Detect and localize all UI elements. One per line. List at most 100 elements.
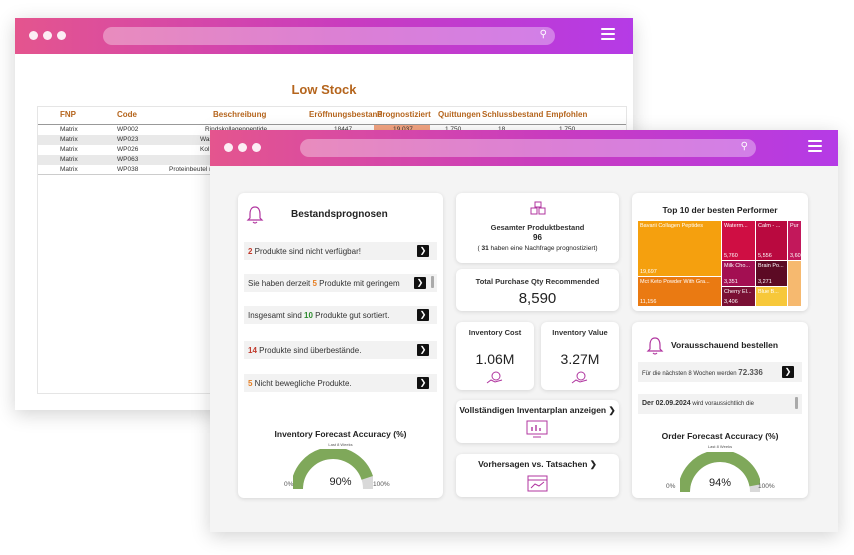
chevron-right-icon[interactable]: ❯ <box>417 377 429 389</box>
cell: Matrix <box>60 146 78 153</box>
gauge-fill <box>293 449 373 490</box>
scrollbar[interactable] <box>795 397 798 409</box>
alert-row[interactable]: Sie haben derzeit 5 Produkte mit geringe… <box>244 274 437 292</box>
close-dot[interactable] <box>224 143 233 152</box>
treemap-label: Waterm... <box>724 223 748 229</box>
alert-count: 5 <box>248 379 253 388</box>
alert-row[interactable]: Der 02.09.2024 wird voraussichtlich die <box>638 394 802 414</box>
inventory-plan-link[interactable]: Vollständigen Inventarplan anzeigen ❯ <box>456 400 619 443</box>
kpi-title: Inventory Value <box>552 328 608 337</box>
gauge-max-label: 100% <box>373 481 390 488</box>
alert-row[interactable]: Für die nächsten 8 Wochen werden 72.336 … <box>638 362 802 382</box>
alert-text: Für die nächsten 8 Wochen werden <box>642 371 737 377</box>
col-header[interactable]: FNP <box>60 110 76 119</box>
alert-row[interactable]: 14 Produkte sind überbestände. ❯ <box>244 341 437 359</box>
table-row[interactable]: Matrix WP026 Kol <box>38 145 626 155</box>
search-icon: ⚲ <box>539 29 547 40</box>
kpi-value: 96 <box>533 233 542 242</box>
alert-count: 5 <box>312 279 317 288</box>
cell: Matrix <box>60 136 78 143</box>
table-header: FNP Code Beschreibung Eröffnungsbestand … <box>38 107 626 125</box>
alert-text: Sie haben derzeit <box>248 279 313 288</box>
cell: WP063 <box>117 156 139 163</box>
col-header[interactable]: Schlussbestand <box>482 110 544 119</box>
treemap-cell[interactable]: Mct Keto Powder With Gra... 11,156 <box>638 277 721 306</box>
boxes-icon <box>530 201 546 215</box>
kpi-title: Inventory Cost <box>468 328 522 337</box>
hamburger-menu-icon[interactable] <box>808 140 822 152</box>
cell: Was <box>200 136 213 143</box>
treemap-value: 11,156 <box>640 299 657 305</box>
treemap-cell[interactable]: Milk Cho... 3,351 <box>722 261 755 286</box>
treemap-cell[interactable]: Bavarii Collagen Peptides 19,697 <box>638 221 721 276</box>
forecast-vs-actual-link[interactable]: Vorhersagen vs. Tatsachen ❯ <box>456 454 619 497</box>
inventory-value-card: Inventory Value 3.27M <box>541 322 619 390</box>
alert-row[interactable]: Insgesamt sind 10 Produkte gut sortiert.… <box>244 306 437 324</box>
alert-text: Produkte sind nicht verfügbar! <box>252 247 361 256</box>
alert-text: Produkte sind überbestände. <box>256 346 362 355</box>
alert-row[interactable]: 5 Nicht bewegliche Produkte. ❯ <box>244 374 437 392</box>
cell: 1.750 <box>559 126 575 133</box>
table-row[interactable]: Matrix WP002 Rindskollagenpeptide 18447 … <box>38 125 626 135</box>
chevron-right-icon[interactable]: ❯ <box>417 309 429 321</box>
gauge-min-label: 0% <box>284 481 294 488</box>
treemap-value: 5,556 <box>758 253 772 259</box>
treemap-label: Blue B... <box>758 289 779 295</box>
treemap-value: 5,760 <box>724 253 738 259</box>
treemap-label: Brain Po... <box>758 263 784 269</box>
treemap-label: Mct Keto Powder With Gra... <box>640 279 710 285</box>
treemap-label: Cherry El... <box>724 289 752 295</box>
alert-row[interactable]: 2 Produkte sind nicht verfügbar! ❯ <box>244 242 437 260</box>
treemap-cell[interactable]: Pur 3,609 <box>788 221 801 260</box>
minimize-dot[interactable] <box>238 143 247 152</box>
chart-monitor-icon <box>526 420 548 438</box>
treemap-value: 3,406 <box>724 299 738 305</box>
treemap-cell[interactable]: Calm - ... 5,556 <box>756 221 787 260</box>
treemap-cell[interactable]: Brain Po... 3,271 <box>756 261 787 286</box>
close-dot[interactable] <box>29 31 38 40</box>
treemap: Bavarii Collagen Peptides 19,697 Mct Keto … <box>638 221 802 307</box>
link-label: Vollständigen Inventarplan anzeigen ❯ <box>459 405 616 415</box>
gauge-subtitle: Last 8 Weeks <box>707 444 733 449</box>
card-title: Top 10 der besten Performer <box>662 205 778 215</box>
window-controls <box>224 143 261 152</box>
scrollbar[interactable] <box>431 276 434 288</box>
inventory-accuracy-gauge <box>293 449 373 490</box>
col-header[interactable]: Quittungen <box>438 110 481 119</box>
hamburger-menu-icon[interactable] <box>601 28 615 40</box>
maximize-dot[interactable] <box>252 143 261 152</box>
chevron-right-icon[interactable]: ❯ <box>414 277 426 289</box>
cell: 1.750 <box>445 126 461 133</box>
alert-count: 2 <box>248 247 253 256</box>
col-header[interactable]: Code <box>117 110 137 119</box>
cell: 18 <box>498 126 505 133</box>
search-icon: ⚲ <box>740 141 748 152</box>
alert-count: 72.336 <box>738 368 763 377</box>
maximize-dot[interactable] <box>57 31 66 40</box>
treemap-cell[interactable] <box>788 261 801 306</box>
kpi-title: Total Purchase Qty Recommended <box>475 277 600 286</box>
col-header[interactable]: Eröffnungsbestand <box>309 110 383 119</box>
minimize-dot[interactable] <box>43 31 52 40</box>
treemap-cell[interactable]: Blue B... <box>756 287 787 306</box>
bell-icon <box>246 206 264 224</box>
window-controls <box>29 31 66 40</box>
title-bar: ⚲ <box>15 18 633 54</box>
chevron-right-icon[interactable]: ❯ <box>417 245 429 257</box>
cell: Matrix <box>60 126 78 133</box>
treemap-cell[interactable]: Cherry El... 3,406 <box>722 287 755 306</box>
kpi-note: ( 31 haben eine Nachfrage prognostiziert… <box>477 245 598 252</box>
address-bar[interactable]: ⚲ <box>300 139 756 157</box>
treemap-cell[interactable]: Waterm... 5,760 <box>722 221 755 260</box>
gauge-title: Inventory Forecast Accuracy (%) <box>274 429 407 439</box>
col-header[interactable]: Beschreibung <box>213 110 267 119</box>
col-header[interactable]: Prognostiziert <box>377 110 431 119</box>
cell: Kol <box>200 146 210 153</box>
col-header[interactable]: Empfohlen <box>546 110 588 119</box>
address-bar[interactable]: ⚲ <box>103 27 555 45</box>
chevron-right-icon[interactable]: ❯ <box>417 344 429 356</box>
chevron-right-icon[interactable]: ❯ <box>782 366 794 378</box>
kpi-value: 3.27M <box>560 351 600 367</box>
cell: 19.037 <box>393 126 413 133</box>
cell: Rindskollagenpeptide <box>205 126 267 133</box>
